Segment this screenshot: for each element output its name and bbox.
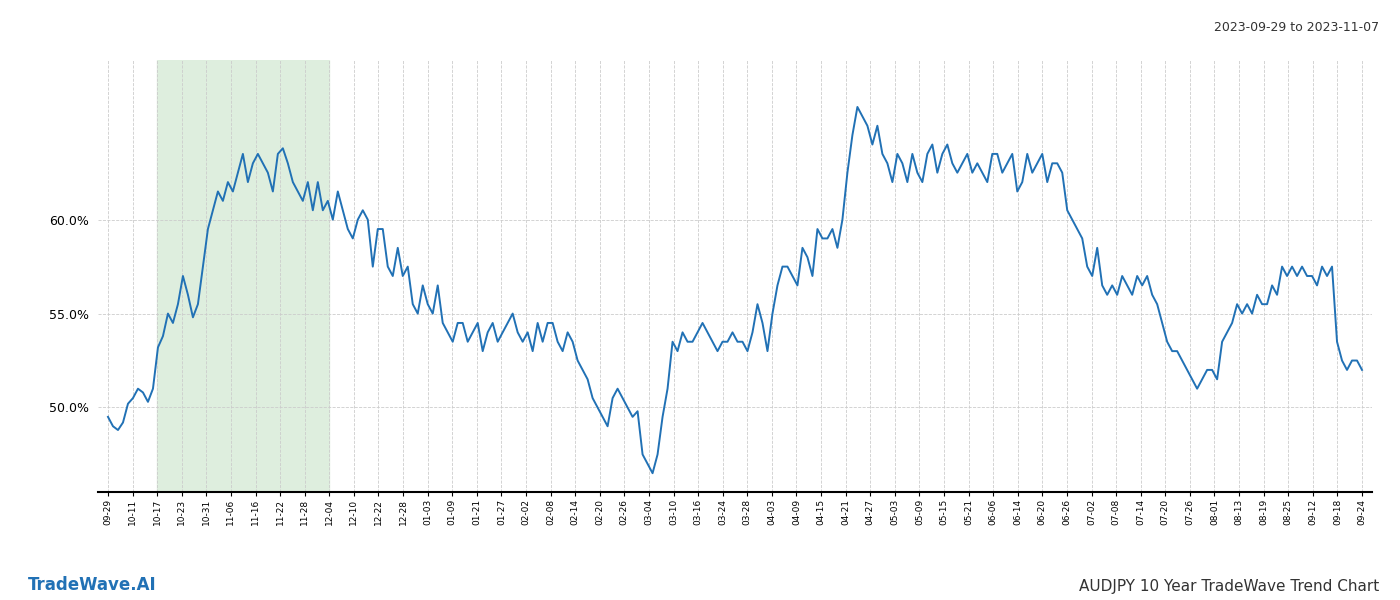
Text: AUDJPY 10 Year TradeWave Trend Chart: AUDJPY 10 Year TradeWave Trend Chart [1079, 579, 1379, 594]
Bar [157, 60, 329, 492]
Text: TradeWave.AI: TradeWave.AI [28, 576, 157, 594]
Text: 2023-09-29 to 2023-11-07: 2023-09-29 to 2023-11-07 [1214, 21, 1379, 34]
